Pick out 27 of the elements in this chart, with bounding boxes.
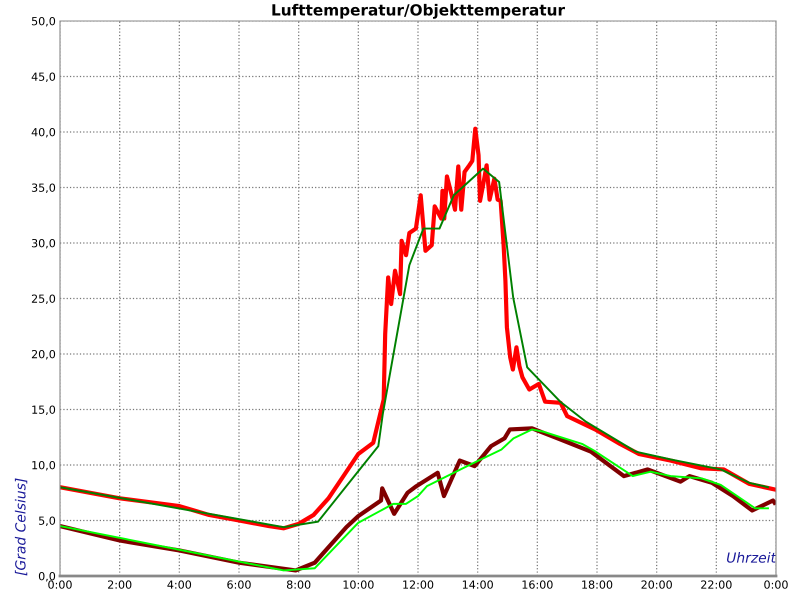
x-tick-label: 6:00 xyxy=(227,580,251,589)
x-tick-label: 22:00 xyxy=(701,580,732,589)
y-tick-label: 35,0 xyxy=(32,183,56,194)
y-tick-label: 45,0 xyxy=(32,72,56,82)
x-tick-label: 10:00 xyxy=(344,580,374,589)
chart-title: Lufttemperatur/Objekttemperatur xyxy=(272,4,565,19)
y-tick-label: 0,0 xyxy=(38,572,56,582)
x-axis-title: Uhrzeit xyxy=(726,552,776,563)
x-tick-label: 0:00 xyxy=(764,580,788,589)
x-tick-label: 8:00 xyxy=(286,580,310,589)
y-tick-label: 10,0 xyxy=(32,460,56,471)
x-tick-label: 2:00 xyxy=(108,580,132,589)
y-axis-title: [Grad Celsius] xyxy=(14,478,28,576)
x-tick-label: 14:00 xyxy=(462,580,493,589)
x-tick-label: 12:00 xyxy=(403,580,434,589)
y-tick-label: 15,0 xyxy=(32,405,56,416)
x-tick-label: 4:00 xyxy=(167,580,192,589)
x-tick-label: 18:00 xyxy=(582,580,612,589)
y-tick-label: 20,0 xyxy=(32,350,56,360)
x-tick-label: 16:00 xyxy=(522,580,553,589)
x-tick-label: 20:00 xyxy=(641,580,672,589)
y-tick-label: 25,0 xyxy=(32,294,56,304)
y-tick-label: 5,0 xyxy=(39,516,56,526)
y-tick-label: 40,0 xyxy=(32,128,56,138)
x-tick-label: 0:00 xyxy=(48,580,72,589)
y-tick-label: 30,0 xyxy=(32,238,56,249)
y-tick-label: 50,0 xyxy=(32,16,56,27)
